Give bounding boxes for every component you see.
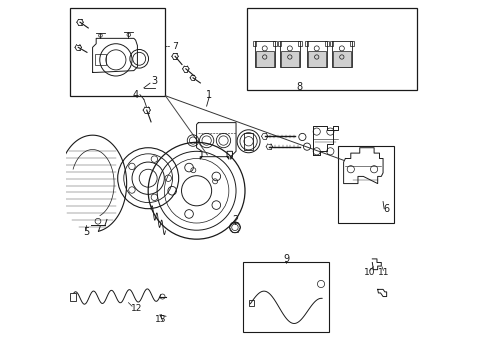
Text: 8: 8 xyxy=(296,82,302,92)
Text: 11: 11 xyxy=(378,268,389,277)
Bar xyxy=(95,54,106,64)
Bar xyxy=(325,41,329,46)
Bar xyxy=(280,41,300,67)
Bar xyxy=(333,51,351,67)
Text: 5: 5 xyxy=(83,227,90,237)
Bar xyxy=(255,41,274,67)
Bar xyxy=(253,41,256,46)
Bar xyxy=(243,262,329,332)
Bar xyxy=(245,133,253,149)
Bar xyxy=(305,41,308,46)
Bar xyxy=(298,41,302,46)
Bar xyxy=(256,51,273,67)
Text: 9: 9 xyxy=(283,254,289,264)
Bar xyxy=(307,41,326,67)
Bar xyxy=(248,300,254,306)
Text: 12: 12 xyxy=(131,303,142,312)
Bar xyxy=(247,8,417,90)
Bar xyxy=(273,41,277,46)
Bar xyxy=(70,8,165,96)
Text: 6: 6 xyxy=(384,204,390,214)
Text: 13: 13 xyxy=(155,315,167,324)
Bar xyxy=(70,293,76,301)
Bar xyxy=(278,41,281,46)
Bar xyxy=(308,51,325,67)
Text: 10: 10 xyxy=(364,268,375,277)
Bar xyxy=(330,41,333,46)
Text: 3: 3 xyxy=(151,76,158,86)
Text: 2: 2 xyxy=(232,215,238,225)
Text: 1: 1 xyxy=(206,90,212,100)
Text: - 7: - 7 xyxy=(168,42,179,51)
Bar xyxy=(332,41,352,67)
Bar xyxy=(281,51,298,67)
Text: 4: 4 xyxy=(133,90,139,100)
Bar xyxy=(350,41,354,46)
Bar xyxy=(338,146,394,223)
